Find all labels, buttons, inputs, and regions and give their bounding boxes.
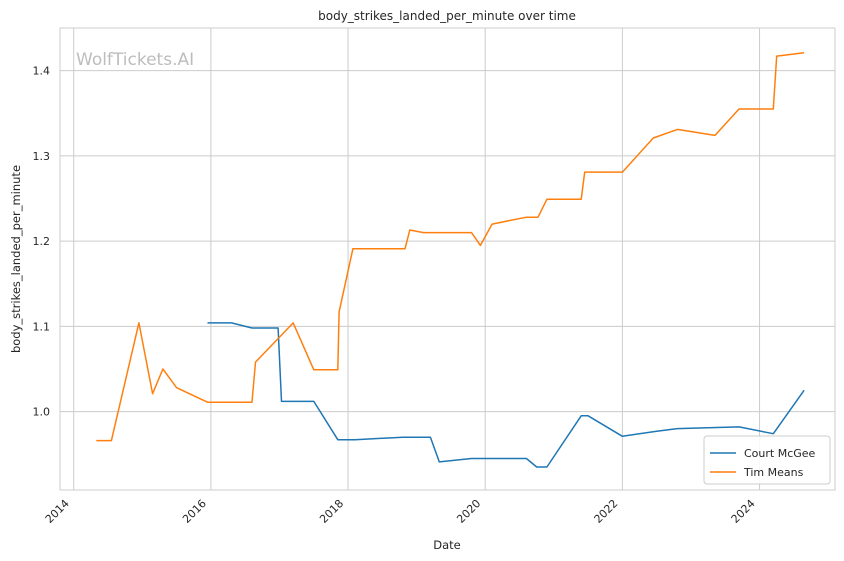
y-tick-label: 1.4	[33, 65, 51, 78]
y-tick-label: 1.2	[33, 235, 51, 248]
legend-label-court-mcgee: Court McGee	[744, 447, 816, 460]
y-tick-label: 1.0	[33, 406, 51, 419]
chart-title: body_strikes_landed_per_minute over time	[318, 9, 576, 23]
x-tick-label: 2016	[180, 497, 209, 526]
series-layer	[96, 51, 805, 468]
series-line-tim-means	[96, 51, 805, 442]
x-tick-label: 2018	[317, 497, 346, 526]
y-tick-label: 1.3	[33, 150, 51, 163]
y-tick-label: 1.1	[33, 320, 51, 333]
x-tick-label: 2020	[454, 497, 483, 526]
plot-area	[59, 27, 836, 491]
x-tick-label: 2014	[43, 497, 72, 526]
x-axis-label: Date	[433, 538, 461, 552]
series-line-court-mcgee	[207, 322, 805, 468]
watermark: WolfTickets.AI	[76, 50, 194, 70]
legend-label-tim-means: Tim Means	[743, 466, 804, 479]
legend: Court McGee Tim Means	[703, 435, 831, 485]
y-axis-label: body_strikes_landed_per_minute	[9, 165, 23, 353]
x-tick-label: 2022	[592, 497, 621, 526]
grid	[60, 28, 835, 490]
x-tick-label: 2024	[729, 497, 758, 526]
